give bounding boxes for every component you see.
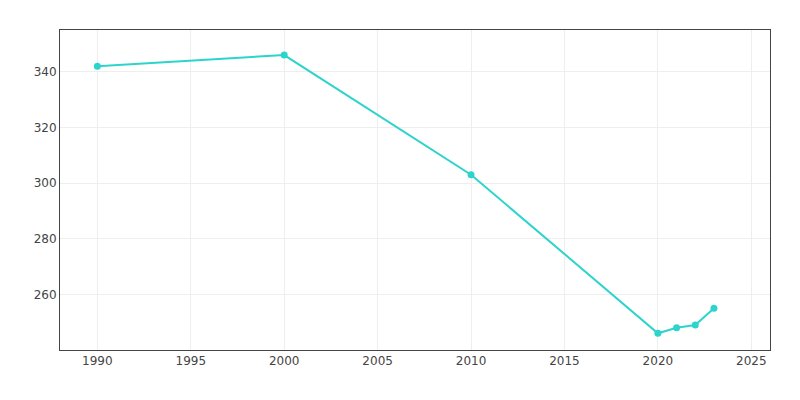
svg-text:2015: 2015: [549, 354, 580, 368]
svg-text:2010: 2010: [456, 354, 487, 368]
svg-text:2020: 2020: [643, 354, 674, 368]
svg-text:1990: 1990: [82, 354, 113, 368]
svg-text:340: 340: [34, 65, 57, 79]
svg-text:2000: 2000: [269, 354, 300, 368]
svg-text:1995: 1995: [176, 354, 207, 368]
svg-text:260: 260: [34, 288, 57, 302]
svg-text:300: 300: [34, 176, 57, 190]
svg-text:2025: 2025: [736, 354, 767, 368]
svg-text:320: 320: [34, 121, 57, 135]
svg-text:2005: 2005: [362, 354, 393, 368]
svg-text:280: 280: [34, 232, 57, 246]
